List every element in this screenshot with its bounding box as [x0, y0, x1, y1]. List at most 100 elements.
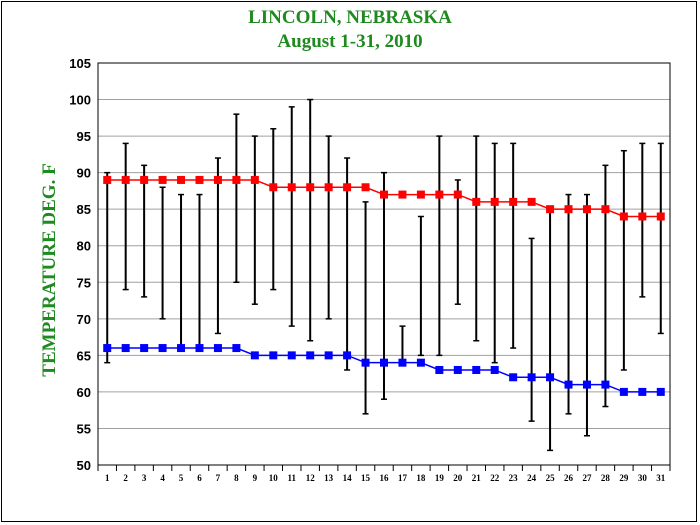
- x-tick-label: 10: [269, 473, 279, 483]
- series-1-point: [177, 344, 186, 353]
- series-1-point: [361, 358, 370, 367]
- x-tick-label: 23: [509, 473, 519, 483]
- series-1-point: [232, 344, 241, 353]
- y-tick-label: 65: [77, 348, 91, 363]
- series-0-point: [103, 175, 112, 184]
- series-0-point: [564, 205, 573, 214]
- x-tick-label: 2: [123, 473, 128, 483]
- series-1-point: [213, 344, 222, 353]
- chart-title-block: LINCOLN, NEBRASKA August 1-31, 2010: [0, 6, 700, 54]
- series-0-point: [527, 197, 536, 206]
- series-1-point: [158, 344, 167, 353]
- series-0-point: [435, 190, 444, 199]
- series-1-point: [269, 351, 278, 360]
- x-tick-label: 6: [197, 473, 202, 483]
- series-1-point: [638, 387, 647, 396]
- y-tick-label: 60: [77, 385, 91, 400]
- series-1-point: [140, 344, 149, 353]
- x-tick-label: 16: [380, 473, 390, 483]
- x-tick-label: 29: [619, 473, 629, 483]
- series-1-point: [380, 358, 388, 367]
- y-tick-label: 50: [77, 458, 91, 473]
- series-0-point: [380, 190, 388, 199]
- x-tick-label: 3: [142, 473, 147, 483]
- series-1-point: [472, 365, 481, 374]
- x-tick-label: 4: [160, 473, 165, 483]
- series-0-point: [195, 175, 204, 184]
- y-tick-label: 80: [77, 239, 91, 254]
- series-1-point: [324, 351, 333, 360]
- series-1-point: [343, 351, 352, 360]
- series-1-point: [490, 365, 499, 374]
- x-tick-label: 19: [435, 473, 445, 483]
- chart-title: LINCOLN, NEBRASKA: [248, 7, 452, 28]
- x-tick-label: 21: [472, 473, 482, 483]
- x-tick-label: 31: [656, 473, 666, 483]
- series-0-point: [269, 183, 278, 192]
- series-1-point: [250, 351, 259, 360]
- y-tick-label: 55: [77, 421, 91, 436]
- series-0-point: [306, 183, 315, 192]
- series-0-point: [232, 175, 241, 184]
- series-1-point: [619, 387, 628, 396]
- series-1-point: [287, 351, 296, 360]
- y-tick-label: 105: [69, 56, 91, 71]
- x-tick-label: 15: [361, 473, 371, 483]
- series-1-point: [416, 358, 425, 367]
- x-tick-label: 8: [234, 473, 239, 483]
- series-1-point: [509, 373, 518, 382]
- x-tick-label: 14: [343, 473, 353, 483]
- series-0-point: [177, 175, 186, 184]
- series-0-point: [287, 183, 296, 192]
- x-tick-label: 7: [216, 473, 221, 483]
- y-tick-label: 85: [77, 202, 91, 217]
- series-1-point: [103, 344, 112, 353]
- series-1-point: [435, 365, 444, 374]
- y-tick-label: 100: [69, 93, 91, 108]
- series-0-point: [158, 175, 167, 184]
- x-tick-label: 30: [638, 473, 648, 483]
- series-0-point: [656, 212, 665, 221]
- series-1-point: [121, 344, 130, 353]
- y-tick-label: 90: [77, 166, 91, 181]
- x-tick-label: 1: [105, 473, 110, 483]
- x-tick-label: 5: [179, 473, 184, 483]
- x-tick-label: 22: [490, 473, 500, 483]
- series-1-point: [306, 351, 315, 360]
- x-tick-label: 13: [324, 473, 334, 483]
- series-1-point: [656, 387, 665, 396]
- series-0-point: [398, 190, 407, 199]
- plot-area: [97, 62, 671, 466]
- x-tick-label: 25: [546, 473, 556, 483]
- series-1-point: [453, 365, 462, 374]
- x-tick-label: 26: [564, 473, 574, 483]
- series-0-point: [472, 197, 481, 206]
- x-tick-label: 17: [398, 473, 408, 483]
- x-tick-label: 18: [416, 473, 426, 483]
- series-0-point: [601, 205, 610, 214]
- x-tick-label: 28: [601, 473, 611, 483]
- x-tick-label: 27: [582, 473, 592, 483]
- chart-subtitle: August 1-31, 2010: [277, 31, 423, 52]
- series-0-point: [453, 190, 462, 199]
- series-0-point: [361, 183, 370, 192]
- series-0-point: [213, 175, 222, 184]
- series-0-point: [416, 190, 425, 199]
- series-0-point: [343, 183, 352, 192]
- series-0-point: [250, 175, 259, 184]
- series-1-point: [601, 380, 610, 389]
- x-tick-label: 9: [253, 473, 258, 483]
- x-tick-label: 12: [306, 473, 316, 483]
- series-1-point: [527, 373, 536, 382]
- series-0-point: [619, 212, 628, 221]
- series-1-point: [546, 373, 555, 382]
- series-0-point: [121, 175, 130, 184]
- y-tick-label: 75: [77, 275, 91, 290]
- series-0-point: [509, 197, 518, 206]
- y-tick-label: 70: [77, 312, 91, 327]
- series-1-point: [582, 380, 591, 389]
- x-tick-label: 24: [527, 473, 537, 483]
- series-1-point: [398, 358, 407, 367]
